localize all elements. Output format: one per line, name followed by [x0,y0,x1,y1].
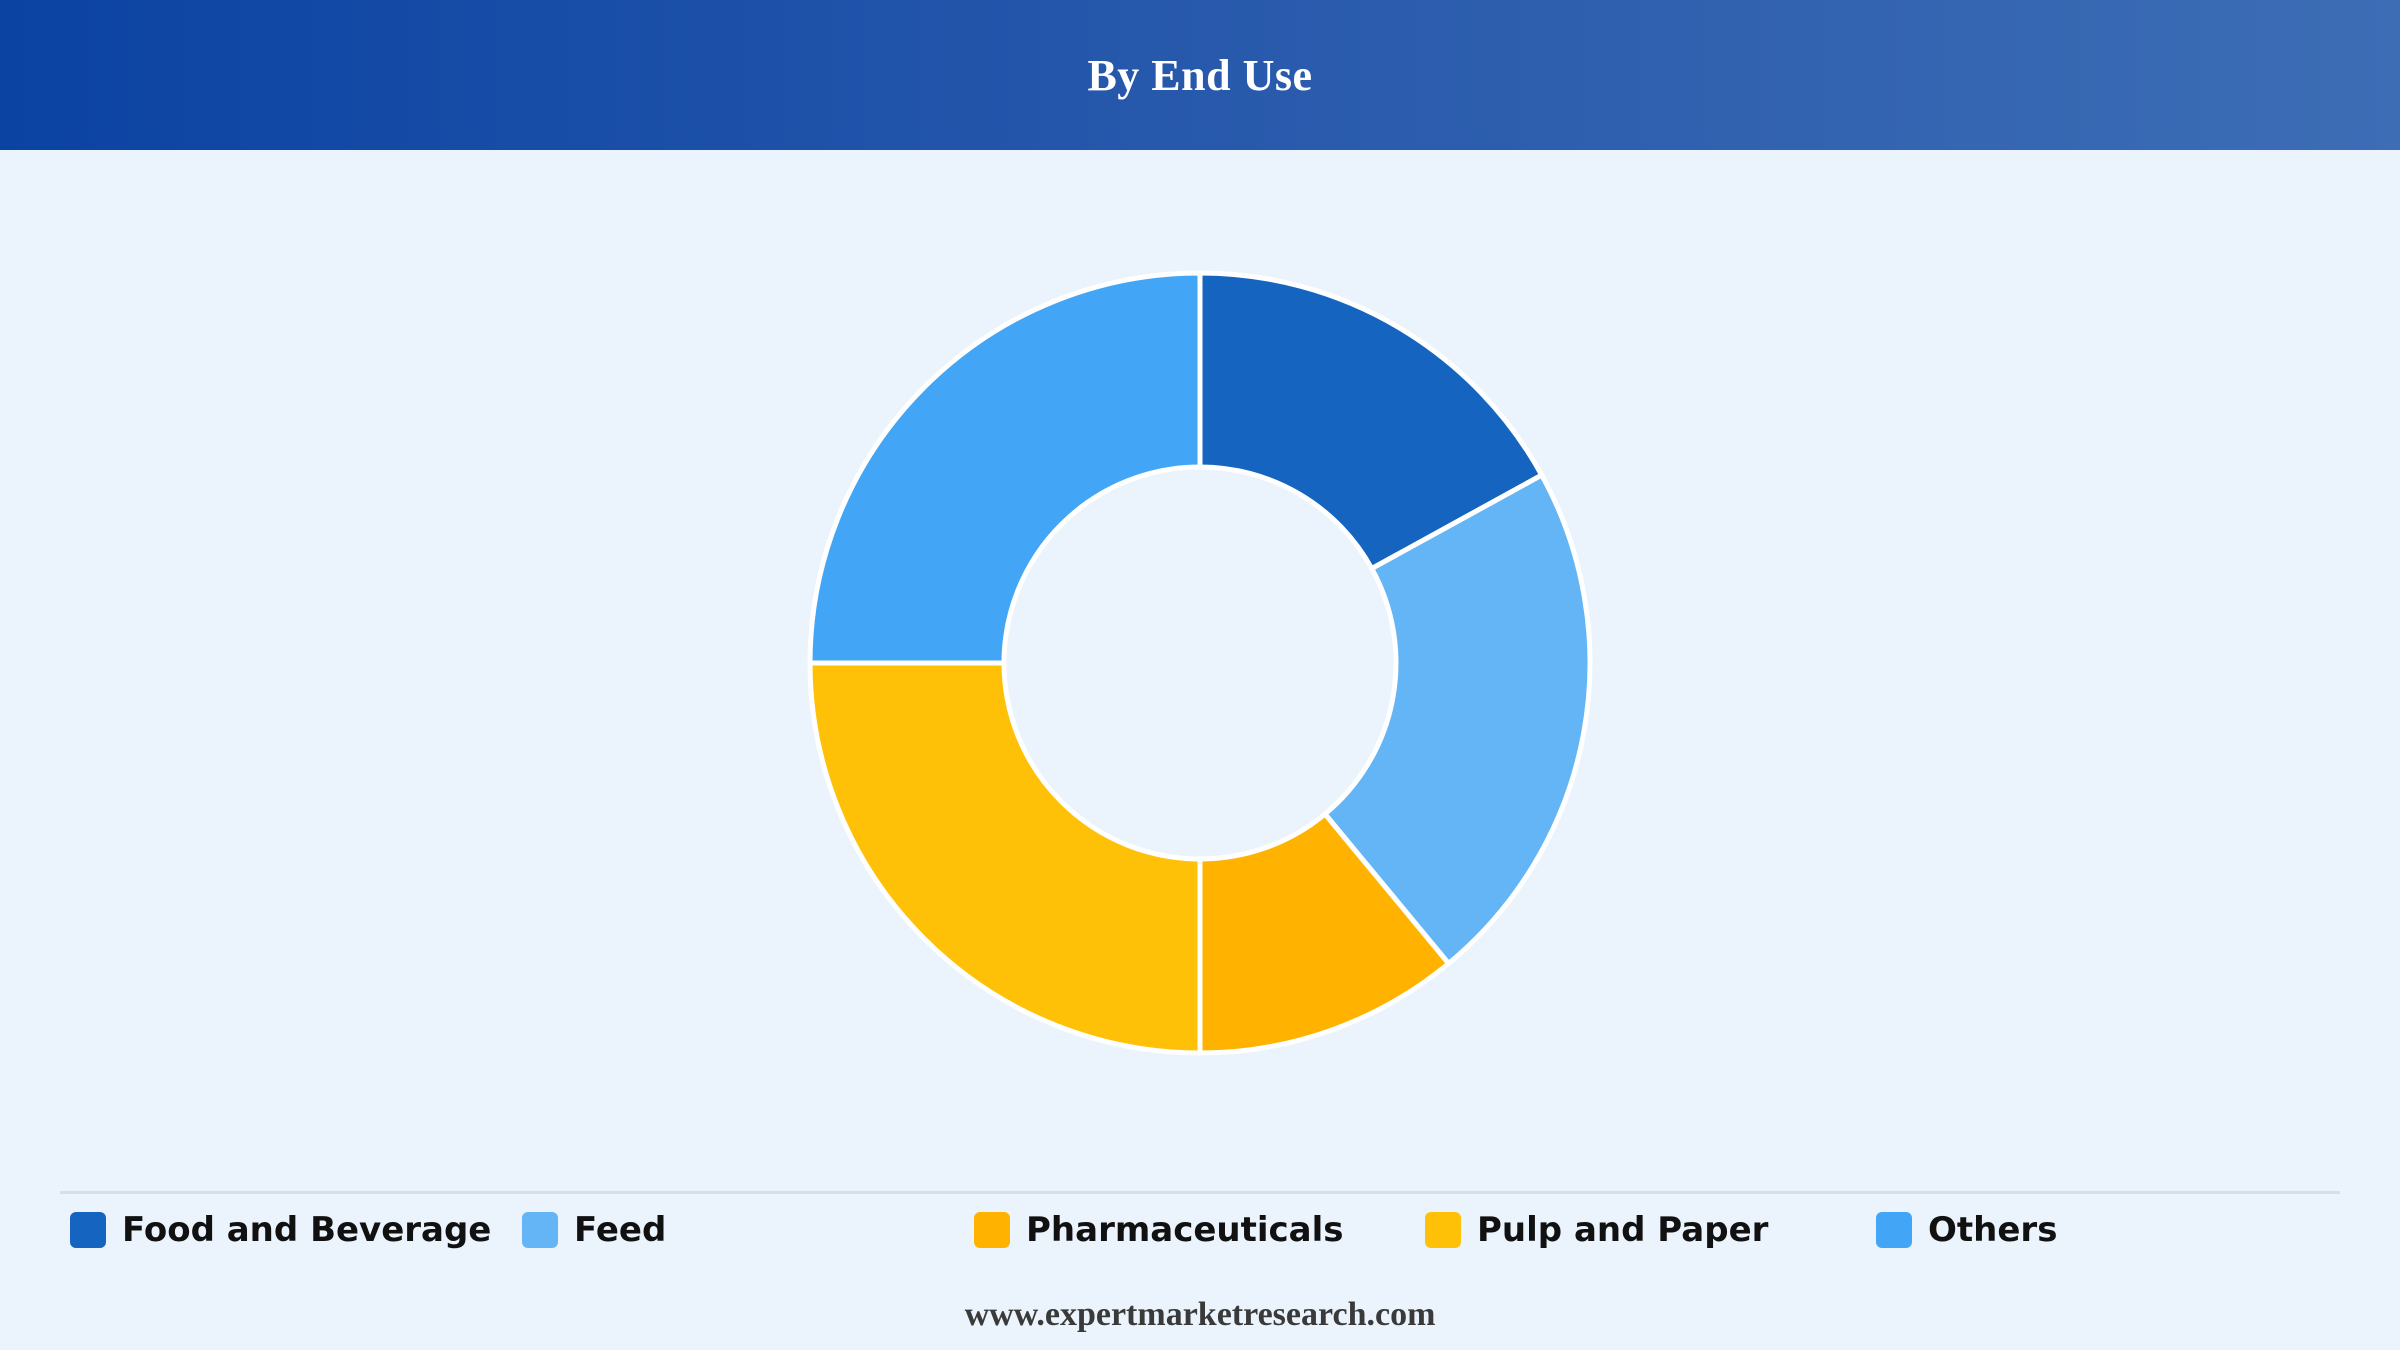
legend-swatch-pharmaceuticals [974,1212,1010,1248]
legend-item-pharmaceuticals[interactable]: Pharmaceuticals [974,1205,1344,1255]
chart-legend: Food and Beverage Feed Pharmaceuticals P… [70,1205,2370,1255]
donut-slice-feed[interactable] [1322,472,1593,966]
legend-label-pharmaceuticals: Pharmaceuticals [1026,1210,1344,1250]
chart-title: By End Use [1087,50,1313,100]
legend-label-pulp-and-paper: Pulp and Paper [1477,1210,1769,1250]
donut-slice-food-and-beverage[interactable] [1197,270,1545,572]
donut-slice-pulp-and-paper[interactable] [807,660,1203,1056]
donut-slice-pharmaceuticals[interactable] [1197,811,1452,1056]
legend-item-feed[interactable]: Feed [522,1205,666,1255]
donut-slice-others[interactable] [807,270,1203,666]
legend-swatch-feed [522,1212,558,1248]
legend-label-feed: Feed [574,1210,667,1250]
legend-swatch-others [1876,1212,1912,1248]
footer-website: www.expertmarketresearch.com [964,1296,1436,1333]
legend-item-pulp-and-paper[interactable]: Pulp and Paper [1425,1205,1768,1255]
legend-swatch-pulp-and-paper [1425,1212,1461,1248]
legend-label-others: Others [1928,1210,2058,1250]
legend-item-others[interactable]: Others [1876,1205,2057,1255]
legend-swatch-food-and-beverage [70,1212,106,1248]
legend-item-food-and-beverage[interactable]: Food and Beverage [70,1205,491,1255]
chart-area [0,150,2400,1190]
legend-divider [60,1191,2340,1194]
legend-label-food-and-beverage: Food and Beverage [122,1210,492,1250]
donut-chart [807,270,1593,1056]
header-banner: By End Use [0,0,2400,150]
